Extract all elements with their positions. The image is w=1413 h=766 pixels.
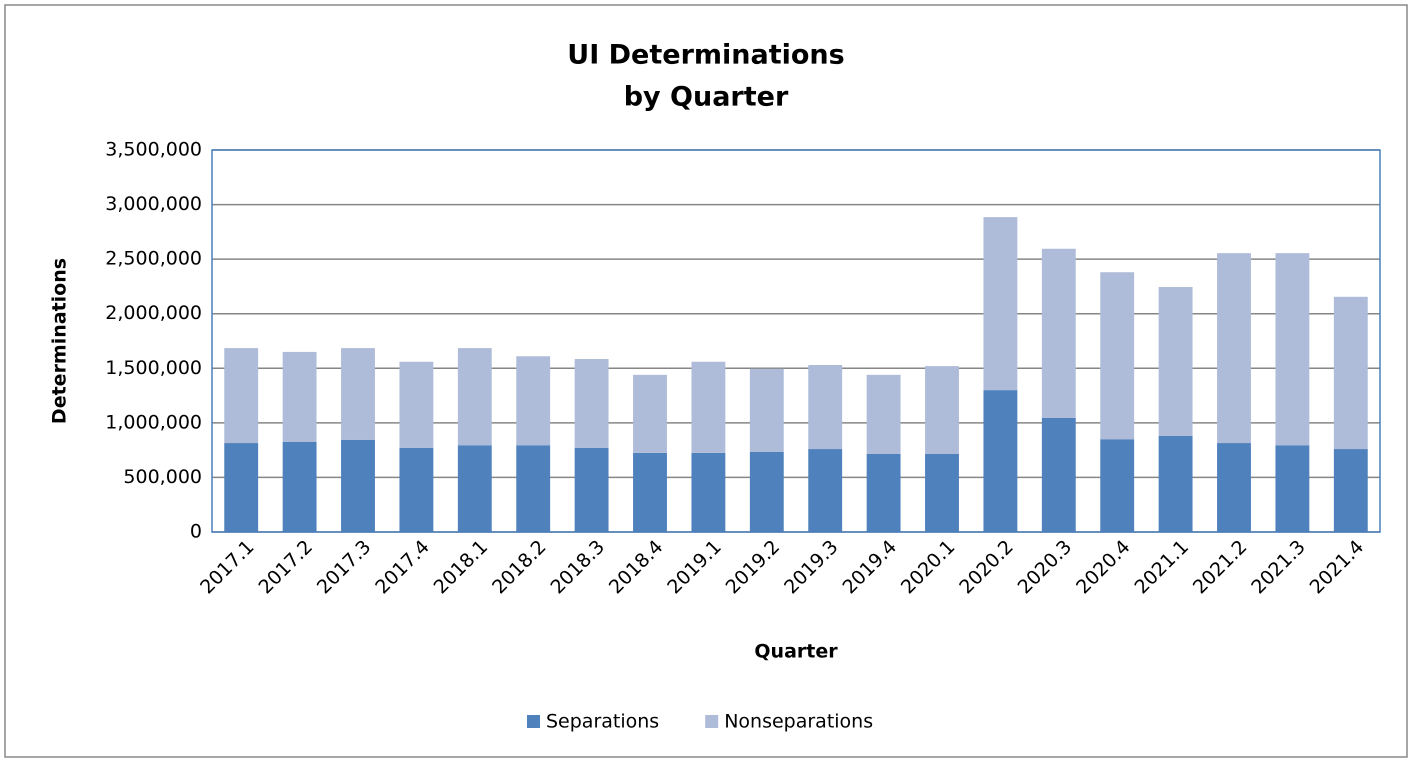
- bar-segment: [1333, 449, 1368, 532]
- bar-segment: [691, 452, 726, 532]
- bar-segment: [749, 368, 784, 452]
- y-tick-label: 1,500,000: [105, 357, 202, 379]
- bar-segment: [457, 445, 492, 532]
- legend-swatch: [527, 715, 540, 728]
- bar-segment: [1041, 248, 1076, 418]
- bar-segment: [1275, 445, 1310, 532]
- bar-segment: [633, 374, 667, 453]
- bar-segment: [574, 447, 609, 532]
- bar-segment: [983, 390, 1018, 532]
- chart-title: UI Determinations: [567, 40, 844, 71]
- bar-segment: [574, 359, 609, 448]
- bar-segment: [282, 351, 317, 442]
- legend-label: Separations: [546, 711, 659, 733]
- plot-border: [211, 149, 1381, 533]
- bar-segment: [808, 365, 843, 450]
- legend-label: Nonseparations: [724, 711, 873, 733]
- bar-segment: [516, 356, 551, 446]
- bar-segment: [866, 374, 901, 454]
- bar-segment: [633, 452, 667, 532]
- bar-segment: [1100, 439, 1135, 532]
- bar-segment: [1158, 286, 1193, 436]
- y-axis-label: Determinations: [49, 258, 71, 424]
- y-tick-label: 3,500,000: [105, 139, 202, 161]
- bar-segment: [1275, 253, 1310, 446]
- bar-segment: [925, 366, 959, 454]
- bar-segment: [224, 348, 259, 444]
- y-tick-label: 3,000,000: [105, 193, 202, 215]
- bar-segment: [341, 348, 375, 440]
- y-tick-label: 500,000: [123, 466, 202, 488]
- bar-segment: [399, 447, 434, 532]
- y-tick-label: 1,000,000: [105, 411, 202, 433]
- bar-segment: [1158, 435, 1193, 532]
- bar-segment: [866, 453, 901, 532]
- legend-swatch: [705, 715, 719, 728]
- bar-segment: [457, 348, 492, 446]
- y-tick-label: 2,500,000: [105, 248, 202, 270]
- y-tick-label: 0: [190, 521, 202, 543]
- x-axis-label: Quarter: [754, 641, 838, 663]
- bar-segment: [1217, 443, 1251, 532]
- bar-segment: [1100, 272, 1135, 440]
- bar-segment: [282, 441, 317, 532]
- bar-segment: [1217, 253, 1251, 444]
- bar-segment: [749, 451, 784, 532]
- bar-segment: [399, 361, 434, 448]
- bar-segment: [1041, 417, 1076, 532]
- bar-segment: [925, 453, 959, 532]
- chart-title: by Quarter: [624, 82, 789, 113]
- bar-segment: [808, 449, 843, 532]
- bar-segment: [341, 439, 375, 532]
- bar-segment: [1333, 296, 1368, 450]
- bar-segment: [516, 445, 551, 532]
- bar-segment: [691, 361, 726, 453]
- bar-segment: [983, 217, 1018, 391]
- bar-segment: [224, 443, 259, 532]
- y-tick-label: 2,000,000: [105, 302, 202, 324]
